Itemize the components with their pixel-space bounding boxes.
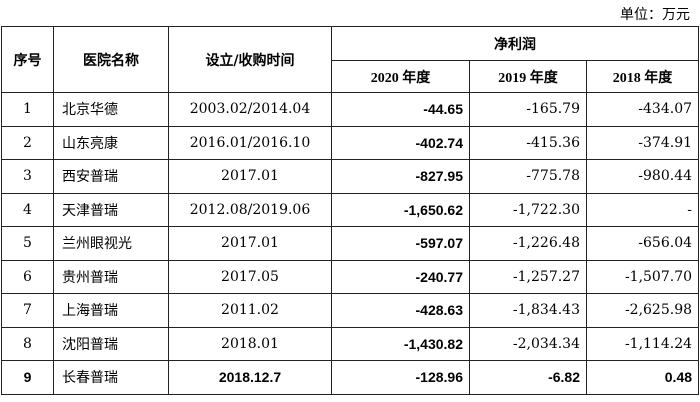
header-year-2020: 2020 年度 xyxy=(331,60,470,93)
cell-established-time: 2018.01 xyxy=(168,326,332,361)
cell-profit-2019: -6.82 xyxy=(469,360,587,395)
cell-profit-2019: -415.36 xyxy=(469,125,587,160)
cell-seq: 7 xyxy=(1,293,54,328)
cell-profit-2018: 0.48 xyxy=(585,360,700,395)
cell-profit-2019: -1,722.30 xyxy=(469,192,587,227)
cell-established-time: 2017.05 xyxy=(168,259,332,294)
cell-profit-2018: -1,507.70 xyxy=(585,259,700,294)
table-row: 4 天津普瑞 2012.08/2019.06 -1,650.62 -1,722.30- xyxy=(1,192,700,227)
cell-profit-2019: -1,834.43 xyxy=(469,293,587,328)
cell-profit-2019: -1,226.48 xyxy=(469,226,587,261)
cell-profit-2020: -1,430.82 xyxy=(331,326,470,361)
table-body: 1 北京华德 2003.02/2014.04 -44.65 -165.79 -434.07… xyxy=(1,92,700,395)
header-hospital-name: 医院名称 xyxy=(53,26,169,93)
cell-established-time: 2016.01/2016.10 xyxy=(168,125,332,160)
table-row: 9 长春普瑞 2018.12.7 -128.96 -6.82 0.48 xyxy=(1,360,700,395)
cell-profit-2020: -597.07 xyxy=(331,226,470,261)
cell-hospital-name: 兰州眼视光 xyxy=(53,226,169,261)
table-row: 3 西安普瑞 2017.01 -827.95 -775.78 -980.44 xyxy=(1,159,700,194)
cell-profit-2019: -775.78 xyxy=(469,159,587,194)
header-year-2019: 2019 年度 xyxy=(469,60,587,93)
cell-hospital-name: 天津普瑞 xyxy=(53,192,169,227)
cell-profit-2019: -165.79 xyxy=(469,92,587,127)
table-row: 5 兰州眼视光 2017.01 -597.07 -1,226.48 -656.04 xyxy=(1,226,700,261)
table-row: 2 山东亮康 2016.01/2016.10 -402.74 -415.36 -374.9… xyxy=(1,125,700,160)
cell-profit-2020: -128.96 xyxy=(331,360,470,395)
header-year-2018: 2018 年度 xyxy=(585,60,700,93)
unit-label: 单位：万元 xyxy=(620,7,690,23)
cell-profit-2018: -656.04 xyxy=(585,226,700,261)
cell-profit-2020: -428.63 xyxy=(331,293,470,328)
cell-established-time: 2003.02/2014.04 xyxy=(168,92,332,127)
cell-established-time: 2011.02 xyxy=(168,293,332,328)
table-row: 1 北京华德 2003.02/2014.04 -44.65 -165.79 -434.07 xyxy=(1,92,700,127)
cell-seq: 6 xyxy=(1,259,54,294)
cell-established-time: 2018.12.7 xyxy=(168,360,332,395)
cell-hospital-name: 山东亮康 xyxy=(53,125,169,160)
cell-hospital-name: 北京华德 xyxy=(53,92,169,127)
cell-hospital-name: 上海普瑞 xyxy=(53,293,169,328)
table-row: 6 贵州普瑞 2017.05 -240.77 -1,257.27 -1,507.70 xyxy=(1,259,700,294)
cell-hospital-name: 长春普瑞 xyxy=(53,360,169,395)
cell-established-time: 2017.01 xyxy=(168,226,332,261)
cell-seq: 2 xyxy=(1,125,54,160)
cell-seq: 5 xyxy=(1,226,54,261)
table-row: 8 沈阳普瑞 2018.01 -1,430.82 -2,034.34 -1,114.24 xyxy=(1,326,700,361)
header-established-time: 设立/收购时间 xyxy=(168,26,332,93)
cell-seq: 4 xyxy=(1,192,54,227)
cell-hospital-name: 沈阳普瑞 xyxy=(53,326,169,361)
cell-profit-2020: -827.95 xyxy=(331,159,470,194)
cell-hospital-name: 西安普瑞 xyxy=(53,159,169,194)
cell-profit-2018: -1,114.24 xyxy=(585,326,700,361)
cell-profit-2018: -374.91 xyxy=(585,125,700,160)
cell-profit-2018: - xyxy=(585,192,700,227)
net-profit-table: 序号 医院名称 设立/收购时间 净利润 2020 年度 2019 年度 2018… xyxy=(1,26,700,395)
header-seq: 序号 xyxy=(1,26,54,93)
cell-profit-2020: -1,650.62 xyxy=(331,192,470,227)
cell-profit-2020: -402.74 xyxy=(331,125,470,160)
cell-seq: 1 xyxy=(1,92,54,127)
cell-established-time: 2017.01 xyxy=(168,159,332,194)
cell-seq: 9 xyxy=(1,360,54,395)
cell-established-time: 2012.08/2019.06 xyxy=(168,192,332,227)
cell-seq: 3 xyxy=(1,159,54,194)
cell-profit-2019: -1,257.27 xyxy=(469,259,587,294)
cell-profit-2020: -240.77 xyxy=(331,259,470,294)
cell-profit-2020: -44.65 xyxy=(331,92,470,127)
cell-profit-2018: -434.07 xyxy=(585,92,700,127)
table-row: 7 上海普瑞 2011.02 -428.63 -1,834.43 -2,625.98 xyxy=(1,293,700,328)
cell-seq: 8 xyxy=(1,326,54,361)
cell-profit-2018: -2,625.98 xyxy=(585,293,700,328)
cell-profit-2019: -2,034.34 xyxy=(469,326,587,361)
header-net-profit: 净利润 xyxy=(330,26,700,61)
cell-hospital-name: 贵州普瑞 xyxy=(53,259,169,294)
cell-profit-2018: -980.44 xyxy=(585,159,700,194)
